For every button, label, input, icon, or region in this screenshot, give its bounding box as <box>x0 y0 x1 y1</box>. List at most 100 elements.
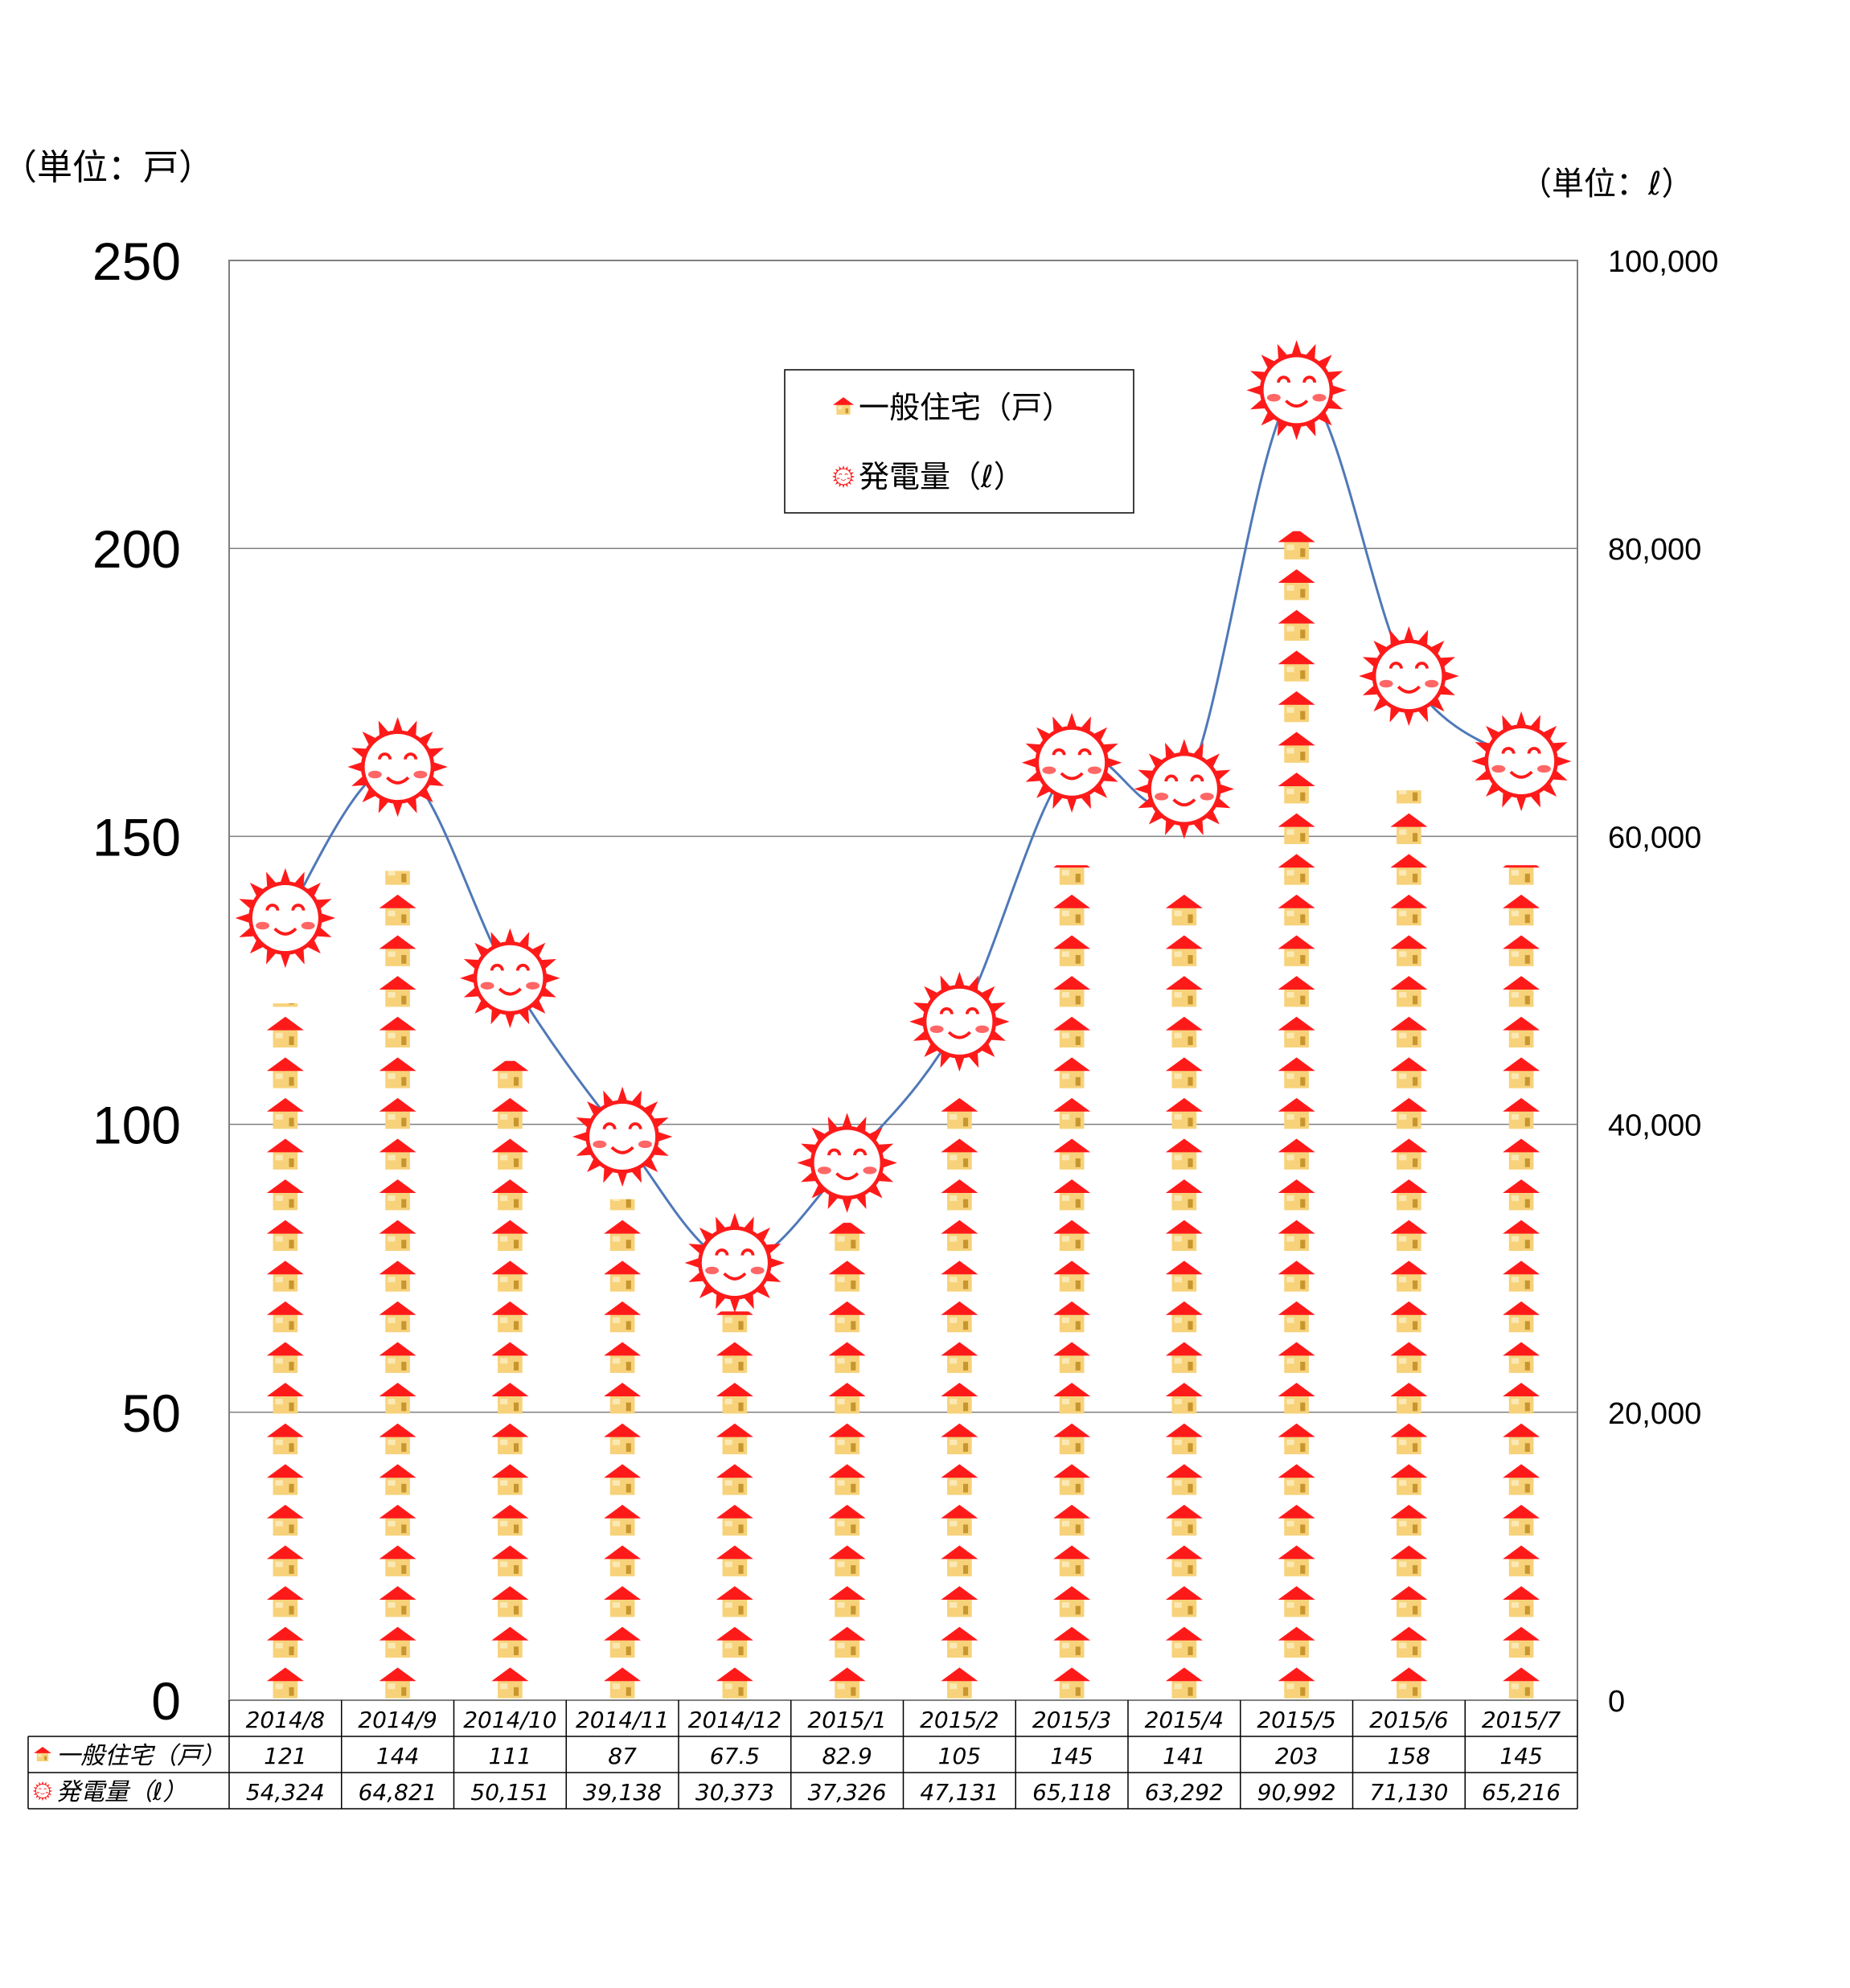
house-icon <box>1390 894 1428 926</box>
house-icon <box>1278 1545 1315 1576</box>
house-icon <box>1278 569 1315 600</box>
house-icon <box>1503 1138 1540 1170</box>
house-icon <box>266 1301 304 1333</box>
house-icon <box>941 1301 978 1333</box>
house-icon <box>941 1626 978 1658</box>
house-icon <box>1503 1423 1540 1455</box>
table-cell-houses: 158 <box>1388 1743 1430 1769</box>
house-icon <box>716 1667 753 1699</box>
house-icon <box>1390 1586 1428 1617</box>
house-icon <box>379 1301 416 1333</box>
house-icon <box>941 1383 978 1414</box>
table-row-label-houses: 一般住宅（戸） <box>56 1742 225 1770</box>
house-icon <box>1390 1342 1428 1373</box>
x-category-label: 2015/6 <box>1369 1707 1449 1733</box>
house-bar <box>491 1060 529 1699</box>
house-icon <box>1165 1586 1203 1617</box>
house-icon <box>828 1464 866 1495</box>
house-icon <box>491 1626 529 1658</box>
house-icon <box>1278 531 1315 560</box>
house-icon <box>266 1260 304 1292</box>
house-icon <box>266 1179 304 1211</box>
y-right-tick-label: 0 <box>1608 1685 1625 1719</box>
y-left-tick-label: 50 <box>122 1383 181 1443</box>
house-icon <box>1503 1219 1540 1252</box>
house-icon <box>1503 1626 1540 1658</box>
house-icon <box>1278 894 1315 926</box>
house-icon <box>266 1626 304 1658</box>
house-icon <box>1053 1179 1091 1211</box>
house-icon <box>1278 650 1315 682</box>
table-cell-power: 63,292 <box>1145 1779 1224 1806</box>
table-cell-houses: 111 <box>489 1743 531 1769</box>
house-icon <box>1165 1667 1203 1699</box>
house-icon <box>941 1586 978 1617</box>
table-cell-power: 54,324 <box>246 1779 325 1806</box>
house-icon <box>491 1423 529 1455</box>
y-right-tick-label: 100,000 <box>1608 245 1718 279</box>
house-icon <box>1390 1667 1428 1699</box>
house-icon <box>1390 1383 1428 1414</box>
house-icon <box>828 1223 866 1252</box>
house-icon <box>1165 1342 1203 1373</box>
house-icon <box>1165 1626 1203 1658</box>
house-icon <box>941 1179 978 1211</box>
house-icon <box>828 1545 866 1576</box>
house-icon <box>491 1060 529 1088</box>
house-icon <box>1278 1057 1315 1088</box>
house-icon <box>1165 1057 1203 1088</box>
house-icon <box>266 1545 304 1576</box>
house-icon <box>941 1342 978 1373</box>
table-row-label-power: 発電量（ℓ） <box>56 1778 187 1806</box>
house-icon <box>828 1260 866 1292</box>
house-icon <box>1503 1464 1540 1495</box>
house-icon <box>1053 1464 1091 1495</box>
house-icon <box>941 1260 978 1292</box>
house-icon <box>1053 1626 1091 1658</box>
house-icon <box>1053 1423 1091 1455</box>
house-icon <box>1278 813 1315 845</box>
house-icon <box>1503 1179 1540 1211</box>
house-bar <box>1053 865 1091 1699</box>
house-icon <box>1278 1219 1315 1252</box>
house-icon <box>1503 894 1540 926</box>
y-left-tick-label: 100 <box>92 1096 181 1155</box>
house-icon <box>1278 1464 1315 1495</box>
x-category-label: 2014/9 <box>358 1707 437 1733</box>
house-icon <box>716 1423 753 1455</box>
house-icon <box>604 1545 642 1576</box>
house-icon <box>1053 1545 1091 1576</box>
house-icon <box>379 1260 416 1292</box>
smiling-sun-icon <box>1359 626 1458 726</box>
house-icon <box>716 1586 753 1617</box>
house-icon <box>1053 976 1091 1007</box>
house-icon <box>1278 1016 1315 1048</box>
house-icon <box>379 1423 416 1455</box>
house-icon <box>1503 1342 1540 1373</box>
x-category-label: 2015/1 <box>807 1707 887 1733</box>
house-icon <box>379 1383 416 1414</box>
table-cell-houses: 145 <box>1499 1743 1542 1769</box>
house-icon <box>941 1138 978 1170</box>
house-icon <box>1165 894 1203 926</box>
house-icon <box>379 1626 416 1658</box>
house-icon <box>379 1138 416 1170</box>
house-icon <box>1503 1301 1540 1333</box>
y-left-tick-label: 200 <box>92 519 181 579</box>
legend-box <box>784 369 1134 514</box>
house-icon <box>1390 1464 1428 1495</box>
house-icon <box>828 1383 866 1414</box>
smiling-sun-icon <box>1134 739 1234 838</box>
house-icon <box>604 1219 642 1252</box>
house-icon <box>604 1342 642 1373</box>
smiling-sun-icon <box>797 1113 896 1212</box>
house-bar <box>1278 531 1315 1699</box>
house-icon <box>1165 1301 1203 1333</box>
house-icon <box>1390 1057 1428 1088</box>
house-bar <box>828 1223 866 1699</box>
house-icon <box>941 1219 978 1252</box>
house-icon <box>1503 1586 1540 1617</box>
house-icon <box>1390 1545 1428 1576</box>
table-cell-houses: 203 <box>1275 1743 1318 1769</box>
table-cell-power: 37,326 <box>808 1779 887 1806</box>
